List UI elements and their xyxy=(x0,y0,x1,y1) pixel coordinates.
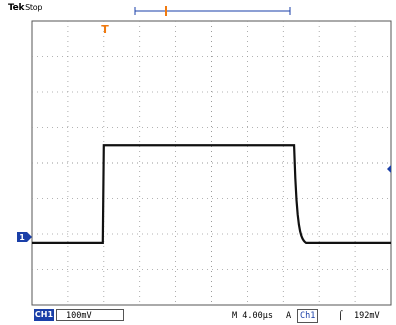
trigger-source-prefix: A xyxy=(286,311,292,321)
timebase-readout: M 4.00µs xyxy=(232,311,273,321)
ch1-waveform-trace xyxy=(32,144,392,245)
ch1-ground-marker: 1 xyxy=(17,232,32,242)
brand-name: Tek xyxy=(8,3,25,13)
trigger-slope-icon: ⌠ xyxy=(338,311,344,321)
trigger-position-marker: T xyxy=(101,23,109,36)
trigger-level-readout: 192mV xyxy=(354,311,380,321)
graticule-border xyxy=(31,20,392,306)
acquisition-state: Stop xyxy=(25,3,43,12)
channel-scale-box xyxy=(56,309,124,321)
brand-label: TekStop xyxy=(8,3,42,13)
svg-text:1: 1 xyxy=(19,233,25,242)
svg-text:T: T xyxy=(101,23,109,36)
status-bar-top: TekStop xyxy=(0,0,396,21)
trigger-level-marker xyxy=(387,165,391,173)
channel-badge: CH1 xyxy=(34,309,54,321)
record-length-bar xyxy=(134,6,291,16)
volts-per-div-readout: 100mV xyxy=(66,311,92,321)
trigger-channel-readout: Ch1 xyxy=(297,309,319,323)
